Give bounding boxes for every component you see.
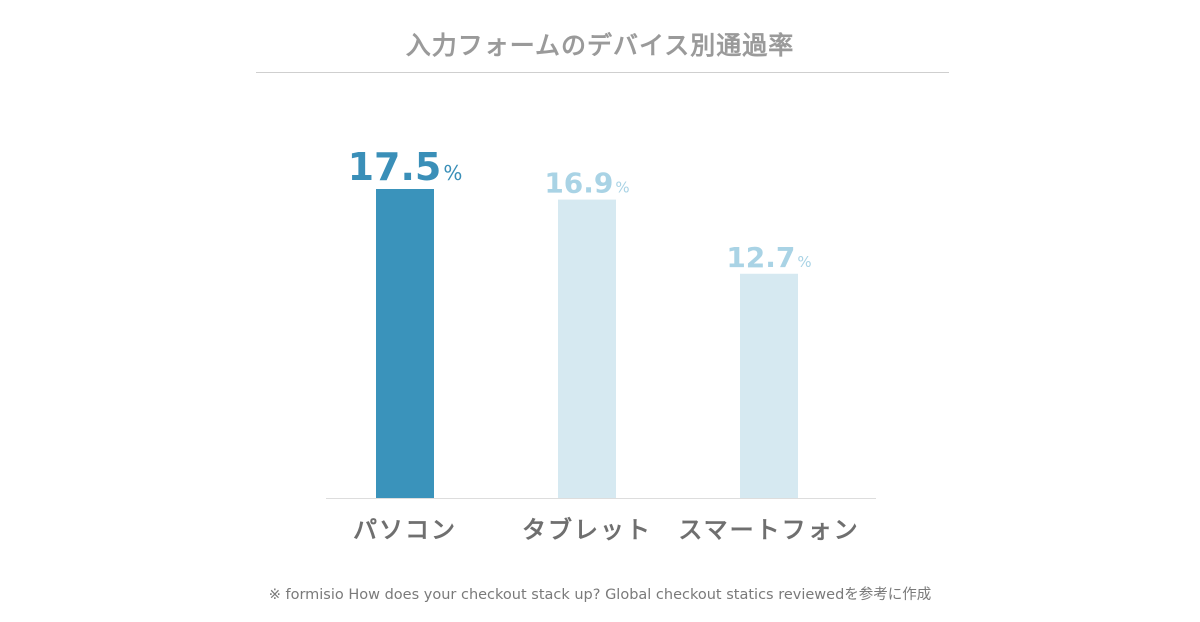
title-divider — [256, 72, 949, 73]
category-label-3: スマートフォン — [678, 516, 859, 544]
bar-3 — [740, 273, 798, 498]
category-label-1: パソコン — [353, 516, 457, 544]
value-unit: % — [797, 253, 811, 271]
value-number: 12.7 — [726, 241, 795, 274]
bar-2 — [558, 199, 616, 498]
source-note: ※ formisio How does your checkout stack … — [268, 587, 932, 603]
value-label-1: 17.5% — [348, 145, 463, 189]
value-unit: % — [443, 161, 462, 185]
bar-1 — [376, 189, 434, 498]
chart-title: 入力フォームのデバイス別通過率 — [405, 31, 795, 60]
value-number: 16.9 — [544, 167, 613, 200]
category-label-2: タブレット — [522, 516, 652, 544]
value-number: 17.5 — [348, 145, 442, 189]
value-unit: % — [615, 179, 629, 197]
value-label-2: 16.9% — [544, 167, 629, 200]
value-label-3: 12.7% — [726, 241, 811, 274]
